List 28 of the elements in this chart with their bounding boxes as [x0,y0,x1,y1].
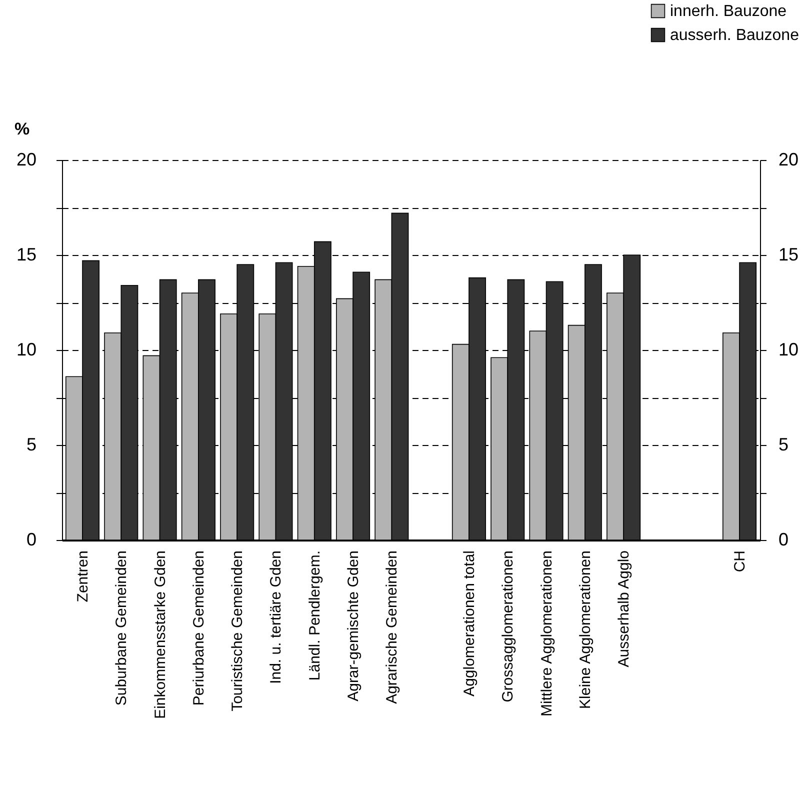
y2-tick-label: 10 [778,340,799,360]
y2-tick-label: 15 [778,244,799,264]
y-tick-label: 20 [16,150,36,170]
x-tick-label: CH [732,550,749,572]
x-tick-label: Einkommensstarke Gden [152,550,169,719]
legend-label: innerh. Bauzone [670,3,787,20]
x-tick-label: Periurbane Gemeinden [190,550,208,706]
x-tick-label: Mittlere Agglomerationen [538,550,556,716]
x-tick-label: Zentren [74,550,92,602]
y-tick-label: 10 [16,340,36,360]
y-tick-label: 5 [26,434,36,454]
x-tick-label: Ausserhalb Agglo [616,550,633,668]
x-tick-label: Agrar-gemischte Gden [345,550,362,702]
x-tick-label: Grossagglomerationen [500,550,517,702]
legend-label: ausserh. Bauzone [670,27,800,44]
x-tick-label: Agrarische Gemeinden [384,550,401,704]
x-tick-label: Ind. u. tertiäre Gden [268,550,285,684]
x-tick-label: Agglomerationen total [460,550,478,696]
y-tick-label: 0 [26,530,36,550]
y-tick-label: 15 [16,244,36,264]
x-tick-label: Kleine Agglomerationen [576,550,594,709]
x-tick-label: Suburbane Gemeinden [113,550,130,706]
y-axis-title: % [14,120,30,138]
x-tick-label: Touristische Gemeinden [229,550,246,712]
y2-tick-label: 5 [778,434,789,454]
x-tick-label: Ländl. Pendlergem. [306,550,324,681]
y2-tick-label: 20 [778,150,799,170]
y2-tick-label: 0 [778,530,789,550]
